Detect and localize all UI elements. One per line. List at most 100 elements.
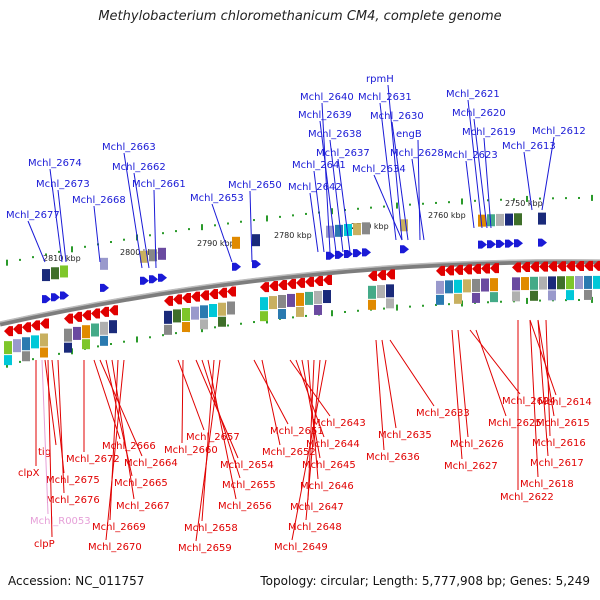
reverse-gene-label: Mchl_2649 bbox=[274, 542, 328, 553]
gene-leader-line bbox=[381, 339, 397, 429]
map-title: Methylobacterium chloromethanicum CM4, c… bbox=[98, 9, 502, 24]
cog-block bbox=[548, 290, 556, 301]
scale-tick bbox=[123, 340, 125, 343]
cog-block bbox=[164, 310, 172, 324]
cog-block bbox=[51, 267, 59, 280]
forward-gene-label: Mchl_2637 bbox=[316, 148, 370, 159]
scale-tick bbox=[175, 332, 177, 335]
scale-label: 2760 kbp bbox=[428, 211, 466, 220]
cog-block bbox=[22, 337, 30, 351]
scale-tick bbox=[526, 195, 528, 202]
scale-label: 2750 kbp bbox=[505, 199, 543, 208]
cog-block bbox=[335, 224, 343, 237]
gene-leader-line bbox=[337, 158, 351, 253]
reverse-gene-arrow bbox=[64, 313, 73, 324]
forward-gene-label: Mchl_2677 bbox=[6, 210, 60, 221]
gene-features bbox=[4, 212, 600, 366]
gene-leader-line bbox=[375, 339, 385, 451]
gene-leader-line bbox=[57, 359, 65, 494]
scale-tick bbox=[578, 196, 580, 199]
cog-block bbox=[454, 293, 462, 304]
gene-leader-line bbox=[201, 359, 241, 479]
reverse-gene-arrow bbox=[227, 286, 236, 297]
reverse-gene-arrow bbox=[584, 260, 593, 271]
scale-tick bbox=[97, 345, 99, 348]
reverse-gene-arrow bbox=[31, 320, 40, 331]
cog-block bbox=[31, 335, 39, 349]
gene-leader-line bbox=[49, 168, 63, 263]
forward-gene-label: Mchl_2662 bbox=[112, 162, 166, 173]
scale-tick bbox=[565, 197, 567, 200]
reverse-gene-label: Mchl_2670 bbox=[88, 542, 142, 553]
reverse-gene-label: Mchl_2646 bbox=[300, 481, 354, 492]
gene-leader-line bbox=[44, 359, 57, 446]
cog-block bbox=[13, 339, 21, 353]
reverse-gene-label: Mchl_2660 bbox=[164, 445, 218, 456]
scale-tick bbox=[513, 198, 515, 201]
reverse-gene-label: Mchl_2616 bbox=[532, 438, 586, 449]
reverse-gene-label: Mchl_2618 bbox=[520, 479, 574, 490]
reverse-gene-arrow bbox=[436, 265, 445, 276]
cog-block bbox=[269, 296, 277, 310]
scale-tick bbox=[214, 224, 216, 227]
cog-block bbox=[436, 280, 444, 294]
reverse-gene-label: clpX bbox=[18, 468, 40, 479]
forward-gene-label: Mchl_2668 bbox=[72, 195, 126, 206]
cog-block bbox=[287, 293, 295, 307]
gene-leader-line bbox=[307, 359, 315, 501]
gene-leader-line bbox=[105, 359, 125, 541]
scale-tick bbox=[214, 326, 216, 329]
cog-block bbox=[593, 275, 600, 289]
cog-block bbox=[487, 214, 495, 227]
scale-tick bbox=[331, 208, 333, 215]
reverse-gene-arrow bbox=[173, 294, 182, 305]
scale-tick bbox=[240, 322, 242, 325]
forward-gene-arrow bbox=[140, 276, 149, 285]
gene-leader-line bbox=[109, 359, 119, 521]
cog-block bbox=[209, 304, 217, 318]
forward-gene-label: Mchl_2663 bbox=[102, 142, 156, 153]
cog-block bbox=[158, 247, 166, 260]
forward-gene-label: Mchl_2620 bbox=[452, 108, 506, 119]
reverse-gene-arrow bbox=[575, 261, 584, 272]
scale-tick bbox=[305, 212, 307, 215]
reverse-gene-arrow bbox=[82, 310, 91, 321]
forward-gene-label: Mchl_2640 bbox=[300, 92, 354, 103]
reverse-gene-arrow bbox=[109, 305, 118, 316]
cog-block bbox=[4, 341, 12, 355]
cog-block bbox=[82, 325, 90, 339]
scale-tick bbox=[19, 258, 21, 261]
cog-block bbox=[252, 234, 260, 247]
scale-tick bbox=[162, 334, 164, 337]
cog-block bbox=[368, 285, 376, 299]
cog-block bbox=[490, 292, 498, 303]
cog-block bbox=[326, 225, 334, 238]
scale-tick bbox=[370, 206, 372, 209]
scale-tick bbox=[201, 224, 203, 231]
scale-tick bbox=[396, 304, 398, 311]
forward-gene-arrow bbox=[505, 239, 514, 248]
gene-leader-line bbox=[27, 220, 46, 263]
scale-tick bbox=[539, 299, 541, 302]
forward-gene-arrow bbox=[478, 240, 487, 249]
reverse-gene-arrow bbox=[386, 269, 395, 280]
scale-tick bbox=[578, 298, 580, 301]
reverse-gene-label: Mchl_2656 bbox=[218, 501, 272, 512]
scale-tick bbox=[357, 309, 359, 312]
scale-tick bbox=[19, 360, 21, 363]
cog-block bbox=[296, 292, 304, 306]
cog-block bbox=[386, 298, 394, 309]
forward-gene-label: rpmH bbox=[366, 74, 394, 85]
gene-leader-line bbox=[387, 84, 403, 241]
gene-leader-line bbox=[319, 120, 337, 253]
reverse-gene-arrow bbox=[164, 295, 173, 306]
cog-block bbox=[575, 276, 583, 290]
forward-gene-arrow bbox=[400, 245, 409, 254]
reverse-gene-label: Mchl_2625 bbox=[488, 418, 542, 429]
cog-block bbox=[512, 291, 520, 302]
cog-block bbox=[173, 309, 181, 323]
cog-block bbox=[296, 306, 304, 317]
forward-gene-arrow bbox=[149, 275, 158, 284]
cog-block bbox=[91, 323, 99, 337]
cog-block bbox=[512, 277, 520, 291]
